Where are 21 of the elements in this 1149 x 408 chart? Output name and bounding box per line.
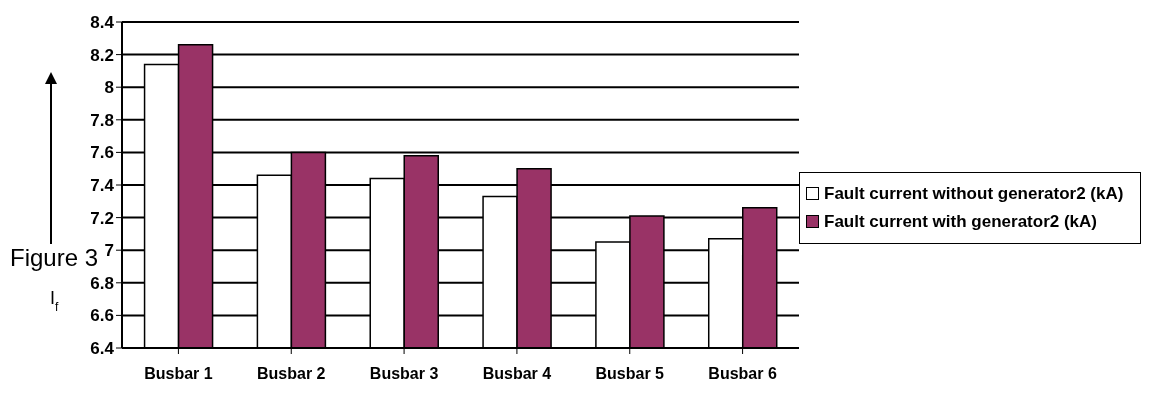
y-tick-label: 7.6: [90, 143, 114, 163]
y-tick-label: 7.8: [90, 110, 114, 130]
x-tick-label: Busbar 5: [595, 365, 665, 383]
y-tick-label: 6.4: [90, 339, 115, 359]
x-tick-label: Busbar 2: [257, 365, 326, 383]
x-tick-label: Busbar 3: [369, 365, 439, 383]
y-tick-label: 8: [104, 78, 114, 98]
y-tick-label: 7: [104, 241, 114, 261]
legend-label: Fault current with generator2 (kA): [824, 211, 1097, 233]
legend-label: Fault current without generator2 (kA): [824, 183, 1124, 205]
y-tick-label: 7.2: [90, 208, 114, 228]
x-tick-label: Busbar 6: [708, 365, 777, 383]
y-tick-label: 8.2: [90, 45, 114, 65]
y-tick-label: 6.8: [90, 273, 114, 293]
x-tick-label: Busbar 4: [482, 365, 552, 383]
y-tick-label: 8.4: [90, 13, 115, 33]
x-tick-label: Busbar 1: [144, 365, 213, 383]
caption: Figure 3: [10, 244, 99, 272]
y-tick-label: 7.4: [90, 176, 115, 196]
y-axis-title: I$_{f}$: [50, 288, 60, 314]
y-tick-label: 6.6: [90, 306, 114, 326]
